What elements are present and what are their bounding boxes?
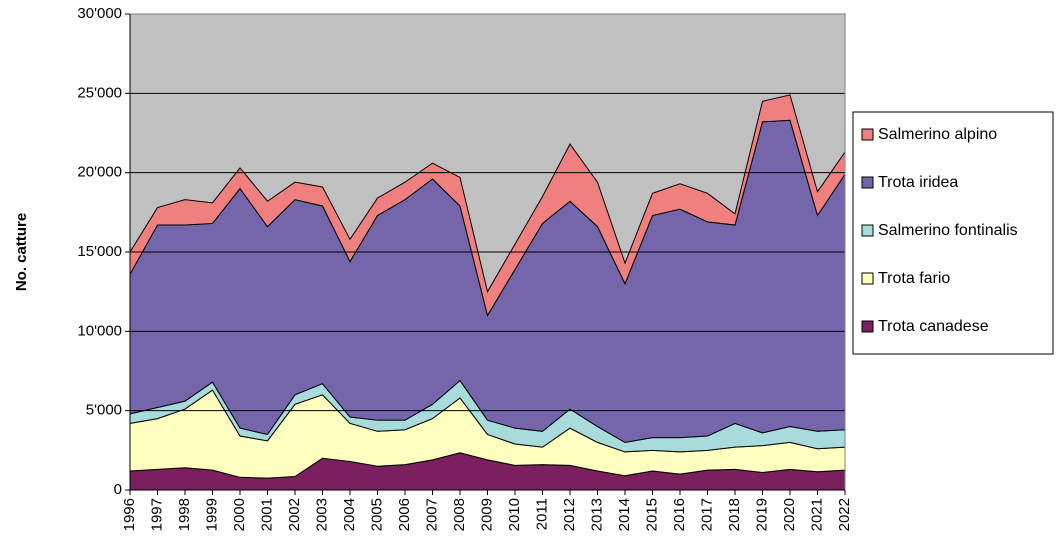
legend-box <box>852 111 1054 355</box>
x-tick-label: 1996 <box>121 498 138 531</box>
x-tick-label: 2016 <box>671 498 688 531</box>
x-tick-label: 2019 <box>753 498 770 531</box>
x-tick-label: 2011 <box>533 498 550 530</box>
x-tick-label: 1997 <box>148 498 165 531</box>
x-tick-label: 2012 <box>561 498 578 531</box>
legend-label: Trota fario <box>878 270 950 287</box>
y-tick-label: 25'000 <box>77 84 122 101</box>
x-tick-label: 2017 <box>698 498 715 531</box>
y-tick-label: 15'000 <box>77 243 122 260</box>
legend-swatch <box>861 128 874 141</box>
legend-swatch <box>861 224 874 237</box>
x-tick-label: 1998 <box>176 498 193 531</box>
legend-swatch <box>861 272 874 285</box>
x-tick-label: 2002 <box>286 498 303 531</box>
y-tick-label: 20'000 <box>77 164 122 181</box>
x-tick-label: 2003 <box>313 498 330 531</box>
x-tick-label: 2007 <box>423 498 440 531</box>
x-tick-label: 1999 <box>203 498 220 531</box>
x-tick-label: 2010 <box>506 498 523 531</box>
y-tick-label: 10'000 <box>77 322 122 339</box>
x-tick-label: 2022 <box>836 498 853 531</box>
y-tick-label: 5'000 <box>86 402 122 419</box>
x-tick-label: 2000 <box>231 498 248 531</box>
legend-label: Trota iridea <box>878 174 958 191</box>
x-tick-label: 2014 <box>616 498 633 531</box>
legend-label: Salmerino alpino <box>878 126 997 143</box>
x-tick-label: 2020 <box>781 498 798 531</box>
x-tick-label: 2015 <box>643 498 660 531</box>
legend-label: Salmerino fontinalis <box>878 222 1018 239</box>
x-tick-label: 2018 <box>726 498 743 531</box>
x-tick-label: 2008 <box>451 498 468 531</box>
x-tick-label: 2009 <box>478 498 495 531</box>
x-tick-label: 2005 <box>368 498 385 531</box>
y-tick-label: 30'000 <box>77 5 122 22</box>
legend-label: Trota canadese <box>878 318 989 335</box>
x-tick-label: 2021 <box>808 498 825 531</box>
x-tick-label: 2004 <box>341 498 358 531</box>
x-tick-label: 2006 <box>396 498 413 531</box>
x-tick-label: 2001 <box>258 498 275 531</box>
y-tick-label: 0 <box>114 481 122 498</box>
legend-swatch <box>861 320 874 333</box>
x-tick-label: 2013 <box>588 498 605 531</box>
legend-swatch <box>861 176 874 189</box>
y-axis-label: No. catture <box>13 213 30 291</box>
